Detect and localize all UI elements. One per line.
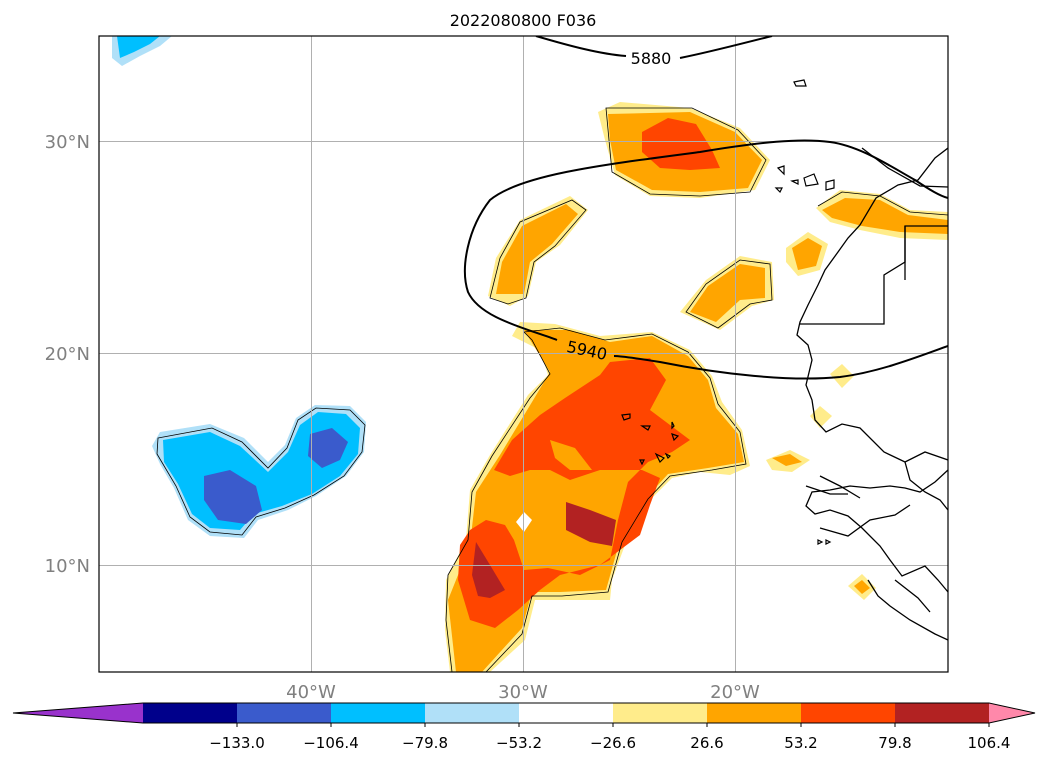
colorbar-segment bbox=[331, 703, 426, 723]
contour-5940-line bbox=[463, 139, 948, 380]
lat-label-10n: 10°N bbox=[45, 556, 90, 577]
lon-label-30w: 30°W bbox=[498, 682, 548, 703]
border-wsahara bbox=[800, 225, 948, 325]
island-bissagos bbox=[817, 539, 832, 545]
anomaly-region-tiny-b bbox=[810, 406, 832, 428]
anomaly-region-tiny-d-mid bbox=[854, 580, 870, 594]
anomaly-region-gap bbox=[550, 440, 592, 470]
colorbar-tick-label: 53.2 bbox=[784, 734, 817, 752]
anomaly-region-main-inner bbox=[458, 358, 690, 628]
island-canary-d bbox=[825, 179, 835, 191]
border-guinea bbox=[819, 504, 911, 537]
colorbar-segment bbox=[425, 703, 520, 723]
anomaly-contour-main bbox=[445, 327, 747, 672]
colorbar: −133.0 −106.4 −79.8 −53.2 −26.6 26.6 53.2 79.8 1… bbox=[12, 702, 1036, 752]
border-senegal bbox=[819, 475, 861, 499]
colorbar-segment bbox=[519, 703, 614, 723]
island-capeverde-d bbox=[671, 433, 680, 442]
coastline-westafrica bbox=[805, 469, 948, 593]
anomaly-region-ne-mid bbox=[822, 198, 948, 234]
islands bbox=[621, 79, 835, 545]
coastline-guinea-b bbox=[894, 579, 931, 613]
anomaly-region-west-core-b bbox=[308, 428, 348, 468]
colorbar-tick-label: −133.0 bbox=[209, 734, 265, 752]
colorbar-tick-label: −79.8 bbox=[402, 734, 448, 752]
coastline-africa bbox=[796, 147, 948, 463]
positive-anomaly-regions bbox=[445, 102, 948, 672]
lon-label-20w: 20°W bbox=[710, 682, 760, 703]
island-capeverde-a bbox=[621, 413, 631, 421]
coastline-liberia bbox=[867, 579, 948, 641]
island-canary-e bbox=[774, 187, 783, 194]
map-frame bbox=[98, 35, 949, 673]
colorbar-tick-label: −53.2 bbox=[496, 734, 542, 752]
anomaly-contour-west bbox=[156, 407, 366, 536]
contour-label-5880: 5880 bbox=[631, 49, 672, 68]
colorbar-tick-label: 79.8 bbox=[878, 734, 911, 752]
colorbar-segment bbox=[237, 703, 332, 723]
anomaly-region-nw-core bbox=[117, 36, 160, 58]
colorbar-tick-label: −106.4 bbox=[303, 734, 359, 752]
island-canary-a bbox=[776, 165, 785, 176]
map-title: 2022080800 F036 bbox=[450, 11, 597, 30]
lat-label-20n: 20°N bbox=[45, 344, 90, 365]
colorbar-segments bbox=[13, 703, 1035, 723]
lon-label-40w: 40°W bbox=[286, 682, 336, 703]
contour-5880-line bbox=[535, 36, 773, 59]
height-contours bbox=[463, 36, 948, 380]
coastline-gambia bbox=[805, 485, 848, 495]
island-capeverde-e bbox=[639, 459, 645, 466]
anomaly-region-coast-mid bbox=[690, 264, 765, 322]
anomaly-region-small-a-mid bbox=[792, 238, 822, 270]
island-capeverde-g bbox=[664, 452, 672, 460]
lat-label-30n: 30°N bbox=[45, 132, 90, 153]
colorbar-ticks: −133.0 −106.4 −79.8 −53.2 −26.6 26.6 53.2 79.8 1… bbox=[209, 723, 1011, 752]
anomaly-contour-coast bbox=[685, 259, 773, 329]
gridlines bbox=[99, 36, 948, 672]
colorbar-extend-low bbox=[13, 703, 143, 723]
coastlines bbox=[796, 147, 948, 641]
island-capeverde-f bbox=[654, 452, 666, 464]
negative-anomaly-regions bbox=[112, 36, 366, 538]
anomaly-region-main-core-b bbox=[566, 502, 616, 546]
anomaly-region-diag-mid bbox=[496, 204, 578, 294]
island-canary-c bbox=[803, 173, 819, 187]
anomaly-region-west-core-a bbox=[204, 470, 262, 524]
latitude-labels: 30°N 20°N 10°N bbox=[45, 132, 90, 577]
island-capeverde-c bbox=[671, 421, 675, 430]
colorbar-segment bbox=[613, 703, 708, 723]
colorbar-tick-label: 106.4 bbox=[968, 734, 1011, 752]
anomaly-region-main-core-a bbox=[472, 542, 505, 598]
colorbar-segment bbox=[143, 703, 238, 723]
colorbar-tick-label: −26.6 bbox=[590, 734, 636, 752]
island-azores-a bbox=[793, 79, 807, 87]
colorbar-segment bbox=[895, 703, 990, 723]
anomaly-contour-north bbox=[605, 107, 767, 197]
colorbar-segment bbox=[707, 703, 802, 723]
island-capeverde-b bbox=[640, 425, 651, 431]
longitude-labels: 40°W 30°W 20°W bbox=[286, 682, 760, 703]
island-canary-b bbox=[790, 179, 799, 185]
map-area: 5880 5940 bbox=[99, 36, 948, 672]
colorbar-tick-label: 26.6 bbox=[690, 734, 723, 752]
border-misc bbox=[904, 461, 948, 511]
colorbar-segment bbox=[801, 703, 896, 723]
anomaly-contour-diag bbox=[489, 199, 587, 305]
colorbar-extend-high bbox=[989, 703, 1035, 723]
anomaly-region-tiny-c-mid bbox=[772, 454, 802, 466]
